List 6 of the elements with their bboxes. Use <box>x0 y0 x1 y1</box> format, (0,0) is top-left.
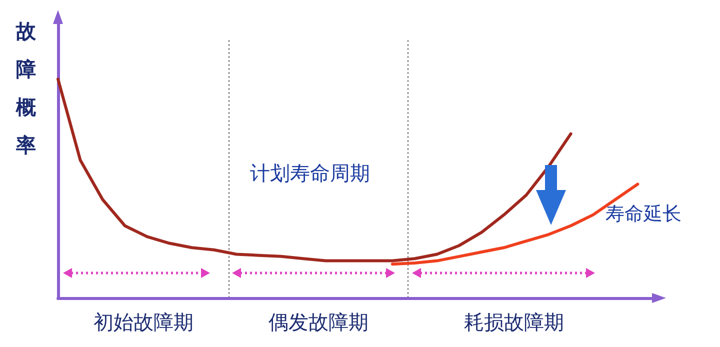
annotation: 计划寿命周期 <box>250 161 370 185</box>
text: 耗损故障期 <box>464 310 564 334</box>
y-axis-title: 故障概率 <box>15 19 37 157</box>
text: 初始故障期 <box>94 310 194 334</box>
series-label: 寿命延长 <box>606 203 682 226</box>
text: 偶发故障期 <box>268 310 368 334</box>
